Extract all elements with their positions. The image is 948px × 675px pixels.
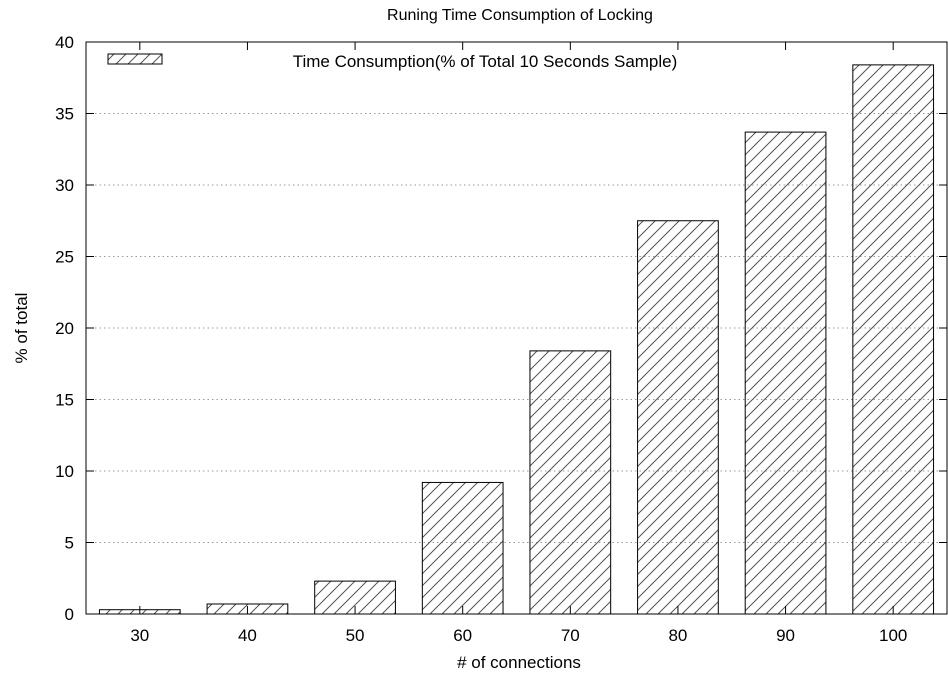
legend: Time Consumption(% of Total 10 Seconds S… xyxy=(107,52,678,71)
bar xyxy=(529,350,612,615)
y-axis-ticks: 0 5 10 15 20 25 30 35 40 xyxy=(55,33,947,624)
y-tick-label: 0 xyxy=(65,605,74,624)
chart-title: Runing Time Consumption of Locking xyxy=(387,7,653,24)
bar xyxy=(852,64,935,615)
y-tick-label: 15 xyxy=(55,391,74,410)
y-tick-label: 25 xyxy=(55,248,74,267)
y-axis-label: % of total xyxy=(12,293,31,364)
x-tick-label: 90 xyxy=(776,626,795,645)
y-tick-label: 5 xyxy=(65,534,74,553)
bars xyxy=(98,64,935,615)
y-tick-label: 20 xyxy=(55,319,74,338)
legend-label: Time Consumption(% of Total 10 Seconds S… xyxy=(293,52,678,71)
y-tick-label: 30 xyxy=(55,176,74,195)
y-tick-label: 40 xyxy=(55,33,74,52)
x-tick-label: 40 xyxy=(238,626,257,645)
bar xyxy=(744,131,827,615)
x-tick-label: 100 xyxy=(879,626,907,645)
x-axis-label: # of connections xyxy=(457,653,581,672)
y-tick-label: 10 xyxy=(55,462,74,481)
y-tick-label: 35 xyxy=(55,105,74,124)
x-tick-label: 30 xyxy=(130,626,149,645)
x-tick-label: 50 xyxy=(346,626,365,645)
bar xyxy=(421,481,504,615)
legend-swatch xyxy=(107,53,163,65)
x-axis-ticks: 30 40 50 60 70 80 90 100 xyxy=(130,42,907,645)
bar xyxy=(637,220,719,615)
x-tick-label: 60 xyxy=(453,626,472,645)
x-tick-label: 70 xyxy=(561,626,580,645)
x-tick-label: 80 xyxy=(668,626,687,645)
